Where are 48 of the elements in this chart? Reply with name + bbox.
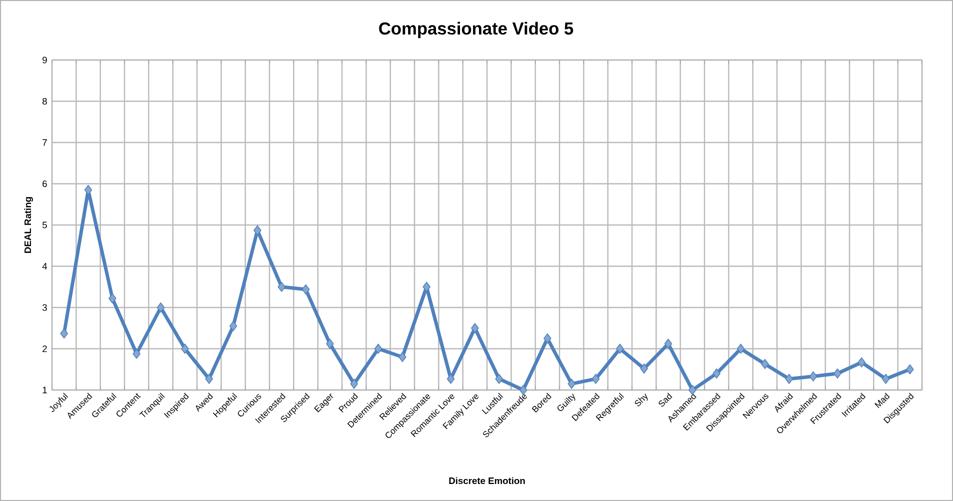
point <box>640 363 648 374</box>
point <box>616 344 624 354</box>
y-tick-label: 9 <box>42 56 47 64</box>
point <box>736 344 745 354</box>
point <box>422 282 430 292</box>
y-tick-label: 1 <box>42 386 47 394</box>
point <box>60 328 68 339</box>
point <box>882 374 890 384</box>
point <box>302 284 310 294</box>
y-tick-label: 8 <box>42 98 47 105</box>
point <box>326 338 334 349</box>
point <box>568 378 576 389</box>
point <box>108 293 116 304</box>
point <box>278 282 286 292</box>
x-axis-title: Discrete Emotion <box>449 477 525 484</box>
x-tick-label: Shy <box>634 393 648 406</box>
point <box>471 323 479 334</box>
y-tick-label: 3 <box>42 304 47 311</box>
point <box>544 333 552 344</box>
point <box>229 320 238 332</box>
y-tick-label: 2 <box>42 346 47 352</box>
point <box>398 352 406 362</box>
point <box>664 338 672 349</box>
point <box>254 225 262 236</box>
y-tick-label: 6 <box>42 180 47 188</box>
point <box>84 184 92 196</box>
point <box>446 374 455 384</box>
point <box>834 368 842 379</box>
point <box>809 371 818 382</box>
point <box>906 364 914 374</box>
point <box>350 378 358 389</box>
point <box>712 368 720 379</box>
y-tick-label: 7 <box>42 139 47 146</box>
chart-title: Compassionate Video 5 <box>379 22 574 38</box>
point <box>785 374 793 384</box>
point <box>181 344 189 354</box>
point <box>519 384 528 396</box>
point <box>156 302 165 313</box>
point <box>761 358 769 370</box>
point <box>205 374 213 384</box>
y-tick-label: 4 <box>42 263 48 270</box>
point <box>374 344 382 354</box>
point <box>495 374 503 384</box>
y-axis-title: DEAL Rating <box>24 197 33 253</box>
point <box>592 374 600 384</box>
y-tick-label: 5 <box>42 222 47 228</box>
point <box>132 348 140 359</box>
point <box>858 357 866 368</box>
